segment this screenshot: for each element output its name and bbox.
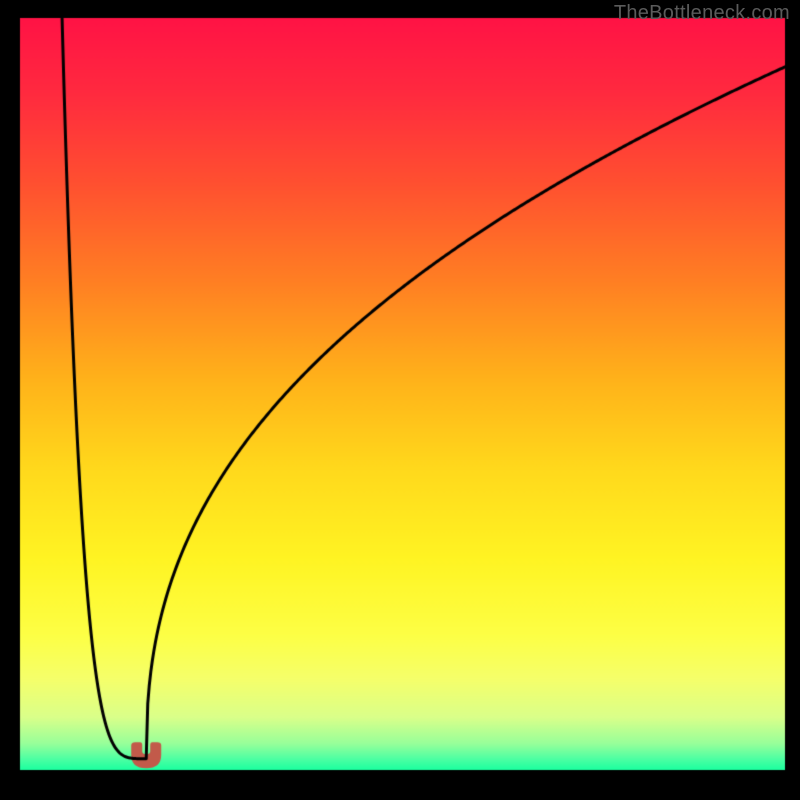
chart-stage: TheBottleneck.com bbox=[0, 0, 800, 800]
source-watermark: TheBottleneck.com bbox=[614, 2, 790, 25]
bottleneck-curve-layer bbox=[0, 0, 800, 800]
